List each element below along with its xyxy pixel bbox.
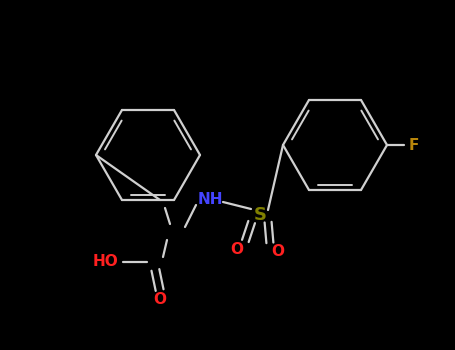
Text: HO: HO xyxy=(92,254,118,270)
Text: F: F xyxy=(409,138,420,153)
Text: O: O xyxy=(272,245,284,259)
Text: O: O xyxy=(153,293,167,308)
Text: S: S xyxy=(253,206,267,224)
Text: NH: NH xyxy=(197,193,223,208)
Text: O: O xyxy=(231,243,243,258)
